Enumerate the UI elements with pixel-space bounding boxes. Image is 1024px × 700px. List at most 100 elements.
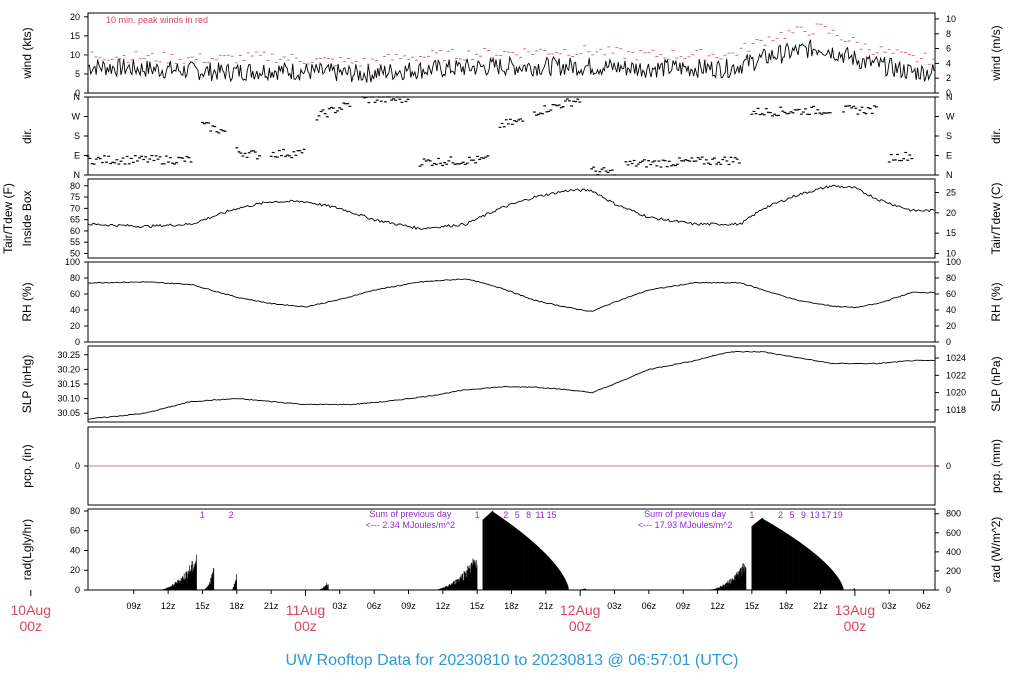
rad-hour-mark: 1 [200,510,205,520]
panel-rh: 0 20 40 60 80 100 0 20 40 60 80 100 RH (%) RH (%) [20,257,1003,347]
dir-ylabel-left: dir. [20,128,34,144]
rad-hour-mark: 15 [547,510,557,520]
rad-hour-mark: 1 [749,510,754,520]
x-day-hour-label: 00z [569,618,592,634]
rh-left-tick-label: 0 [75,337,80,347]
x-hour-label: 09z [401,601,416,611]
x-hour-label: 03z [607,601,622,611]
rh-left-tick-label: 20 [70,321,80,331]
dir-left-tick-label: N [74,92,81,102]
rad-left-tick-label: 80 [70,506,80,516]
x-hour-label: 03z [882,601,897,611]
rh-left-tick-label: 60 [70,289,80,299]
x-hour-label: 18z [504,601,519,611]
pcp-ylabel-left: pcp. (in) [20,444,34,487]
rad-note-title: Sum of previous day [369,509,452,519]
x-day-label: 11Aug [286,602,325,618]
wind-frame [87,12,936,94]
rad-ylabel-right: rad (W/m^2) [989,517,1003,583]
rad-hour-mark: 9 [801,510,806,520]
x-hour-label: 21z [813,601,828,611]
rad-left-tick-label: 40 [70,545,80,555]
x-hour-label: 09z [676,601,691,611]
wind-right-tick-label: 10 [946,14,956,24]
rh-left-tick-label: 100 [65,257,80,267]
dir-left-tick-label: W [72,112,81,122]
x-hour-label: 12z [710,601,725,611]
rad-note-value: <--- 2.34 MJoules/m^2 [366,520,456,530]
rad-hour-mark: 13 [810,510,820,520]
wind-left-tick-label: 5 [75,69,80,79]
x-hour-label: 12z [436,601,451,611]
rad-right-tick-label: 600 [946,528,961,538]
rad-hour-mark: 2 [778,510,783,520]
slp-left-tick-label: 30.05 [57,408,80,418]
rad-right-tick-label: 800 [946,509,961,519]
temp-left-tick-label: 60 [70,226,80,236]
temp-frame [87,178,936,259]
rad-ylabel-left: rad(Lgly/hr) [20,519,34,580]
rad-hour-mark: 17 [821,510,831,520]
temp-left-tick-label: 80 [70,181,80,191]
dir-left-tick-label: N [74,170,81,180]
slp-right-tick-label: 1022 [946,370,966,380]
pcp-left-tick-label: 0 [75,461,80,471]
slp-ylabel-right: SLP (hPa) [989,356,1003,411]
slp-left-tick-label: 30.25 [57,350,80,360]
rad-hour-mark: 2 [503,510,508,520]
rad-left-tick-label: 0 [75,585,80,595]
wind-right-tick-label: 8 [946,29,951,39]
slp-ylabel-left: SLP (inHg) [20,355,34,413]
rad-right-tick-label: 0 [946,585,951,595]
rh-left-tick-label: 40 [70,305,80,315]
x-hour-label: 09z [127,601,142,611]
rad-hour-mark: 5 [515,510,520,520]
x-hour-label: 03z [333,601,348,611]
dir-left-tick-label: E [74,151,80,161]
slp-right-tick-label: 1024 [946,353,966,363]
x-hour-label: 18z [779,601,794,611]
wind-right-tick-label: 4 [946,58,951,68]
x-hour-label: 06z [367,601,382,611]
temp-right-tick-label: 25 [946,188,956,198]
rad-note-title: Sum of previous day [644,509,727,519]
rh-ylabel-left: RH (%) [20,282,34,321]
temp-left-tick-label: 65 [70,215,80,225]
x-hour-label: 15z [470,601,485,611]
x-day-label: 13Aug [835,602,875,618]
rh-left-tick-label: 80 [70,273,80,283]
rh-right-tick-label: 80 [946,273,956,283]
dir-right-tick-label: S [946,131,952,141]
slp-right-tick-label: 1018 [946,405,966,415]
x-hour-label: 06z [916,601,931,611]
rh-ylabel-right: RH (%) [989,282,1003,321]
rh-right-tick-label: 60 [946,289,956,299]
rad-hour-mark: 5 [789,510,794,520]
pcp-ylabel-right: pcp. (mm) [989,439,1003,493]
dir-left-tick-label: S [74,131,80,141]
temp-left-tick-label: 75 [70,192,80,202]
rad-note-value: <--- 17.93 MJoules/m^2 [638,520,733,530]
rad-right-tick-label: 400 [946,547,961,557]
wind-left-tick-label: 10 [70,50,80,60]
panel-slp: 30.05 30.10 30.15 30.20 30.25 1018 1020 1022 102… [20,345,1003,423]
temp-left-tick-label: 55 [70,237,80,247]
rad-hour-mark: 8 [526,510,531,520]
x-hour-label: 18z [230,601,245,611]
slp-left-tick-label: 30.10 [57,394,80,404]
x-hour-label: 21z [264,601,279,611]
rad-right-tick-label: 200 [946,566,961,576]
temp-right-tick-label: 15 [946,228,956,238]
rh-frame [87,261,936,343]
temp-ylabel-left: Tair/Tdew (F) [1,183,15,254]
rad-hour-mark: 19 [833,510,843,520]
x-day-hour-label: 00z [844,618,867,634]
wind-right-tick-label: 6 [946,44,951,54]
dir-ylabel-right: dir. [989,128,1003,144]
rh-right-tick-label: 20 [946,321,956,331]
slp-left-tick-label: 30.15 [57,379,80,389]
x-day-hour-label: 00z [294,618,317,634]
rad-left-tick-label: 20 [70,565,80,575]
